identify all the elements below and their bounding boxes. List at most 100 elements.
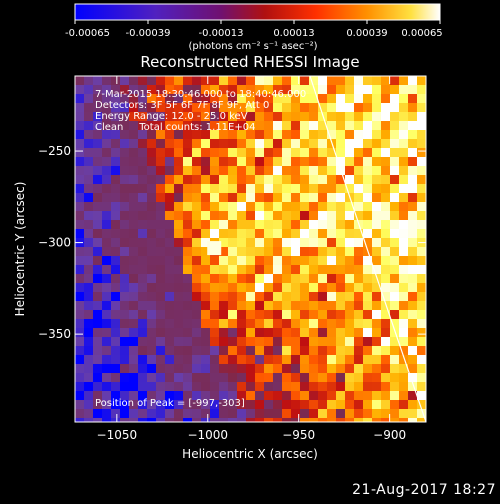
heatmap-cell — [111, 157, 121, 167]
heatmap-cell — [381, 355, 391, 365]
heatmap-cell — [291, 391, 301, 401]
heatmap-cell — [138, 157, 148, 167]
heatmap-cell — [156, 193, 166, 203]
heatmap-cell — [300, 211, 310, 221]
heatmap-cell — [255, 229, 265, 239]
heatmap-cell — [327, 274, 337, 284]
heatmap-cell — [309, 157, 319, 167]
heatmap-cell — [363, 175, 373, 185]
heatmap-cell — [408, 283, 418, 293]
heatmap-cell — [165, 193, 175, 203]
heatmap-cell — [309, 310, 319, 320]
heatmap-cell — [372, 391, 382, 401]
heatmap-cell — [120, 391, 130, 401]
heatmap-cell — [237, 202, 247, 212]
heatmap-cell — [282, 148, 292, 158]
heatmap-cell — [174, 139, 184, 149]
heatmap-cell — [138, 292, 148, 302]
heatmap-cell — [75, 202, 85, 212]
heatmap-cell — [336, 130, 346, 140]
heatmap-cell — [237, 256, 247, 266]
heatmap-cell — [291, 400, 301, 410]
heatmap-cell — [318, 373, 328, 383]
heatmap-cell — [210, 283, 220, 293]
heatmap-cell — [93, 292, 103, 302]
heatmap-cell — [111, 319, 121, 329]
heatmap-cell — [237, 85, 247, 95]
heatmap-cell — [201, 301, 211, 311]
heatmap-cell — [156, 94, 166, 104]
heatmap-cell — [111, 292, 121, 302]
heatmap-cell — [363, 265, 373, 275]
heatmap-cell — [363, 292, 373, 302]
heatmap-cell — [372, 364, 382, 374]
heatmap-cell — [399, 418, 409, 422]
heatmap-cell — [273, 130, 283, 140]
heatmap-cell — [111, 193, 121, 203]
heatmap-cell — [246, 112, 256, 122]
heatmap-cell — [210, 148, 220, 158]
heatmap-cell — [282, 175, 292, 185]
heatmap-cell — [138, 247, 148, 257]
heatmap-cell — [138, 130, 148, 140]
heatmap-cell — [174, 409, 184, 419]
heatmap-cell — [147, 310, 157, 320]
heatmap-cell — [84, 211, 94, 221]
heatmap-cell — [345, 175, 355, 185]
heatmap-cell — [246, 202, 256, 212]
heatmap-cell — [291, 202, 301, 212]
heatmap-cell — [336, 112, 346, 122]
heatmap-cell — [75, 292, 85, 302]
heatmap-cell — [201, 112, 211, 122]
heatmap-cell — [219, 103, 229, 113]
heatmap-cell — [282, 238, 292, 248]
heatmap-cell — [327, 301, 337, 311]
heatmap-cell — [345, 319, 355, 329]
heatmap-cell — [264, 139, 274, 149]
heatmap-cell — [147, 121, 157, 131]
heatmap-cell — [219, 346, 229, 356]
heatmap-cell — [129, 112, 139, 122]
heatmap-cell — [318, 193, 328, 203]
heatmap-cell — [138, 229, 148, 239]
heatmap-cell — [237, 166, 247, 176]
heatmap-cell — [75, 328, 85, 338]
heatmap-cell — [345, 238, 355, 248]
heatmap-cell — [138, 355, 148, 365]
heatmap-cell — [183, 292, 193, 302]
heatmap-cell — [363, 310, 373, 320]
heatmap-cell — [300, 301, 310, 311]
heatmap-cell — [291, 121, 301, 131]
heatmap-cell — [399, 337, 409, 347]
heatmap-cell — [156, 166, 166, 176]
heatmap-cell — [228, 373, 238, 383]
heatmap-cell — [381, 319, 391, 329]
heatmap-cell — [264, 184, 274, 194]
heatmap-cell — [165, 184, 175, 194]
heatmap-cell — [318, 364, 328, 374]
heatmap-cell — [192, 292, 202, 302]
heatmap-cell — [381, 274, 391, 284]
heatmap-cell — [93, 346, 103, 356]
heatmap-cell — [192, 157, 202, 167]
heatmap-cell — [102, 157, 112, 167]
heatmap-cell — [291, 103, 301, 113]
heatmap-cell — [93, 148, 103, 158]
heatmap-cell — [75, 175, 85, 185]
heatmap-cell — [273, 418, 283, 422]
heatmap-cell — [75, 310, 85, 320]
heatmap-cell — [210, 166, 220, 176]
y-tick-label: −300 — [38, 236, 71, 250]
heatmap-cell — [84, 328, 94, 338]
heatmap-cell — [138, 319, 148, 329]
heatmap-cell — [147, 76, 157, 86]
heatmap-cell — [372, 247, 382, 257]
heatmap-cell — [354, 400, 364, 410]
heatmap-cell — [120, 229, 130, 239]
heatmap-cell — [273, 256, 283, 266]
heatmap-cell — [300, 418, 310, 422]
heatmap-cell — [399, 310, 409, 320]
heatmap-cell — [372, 76, 382, 86]
heatmap-cell — [147, 193, 157, 203]
heatmap-cell — [174, 364, 184, 374]
